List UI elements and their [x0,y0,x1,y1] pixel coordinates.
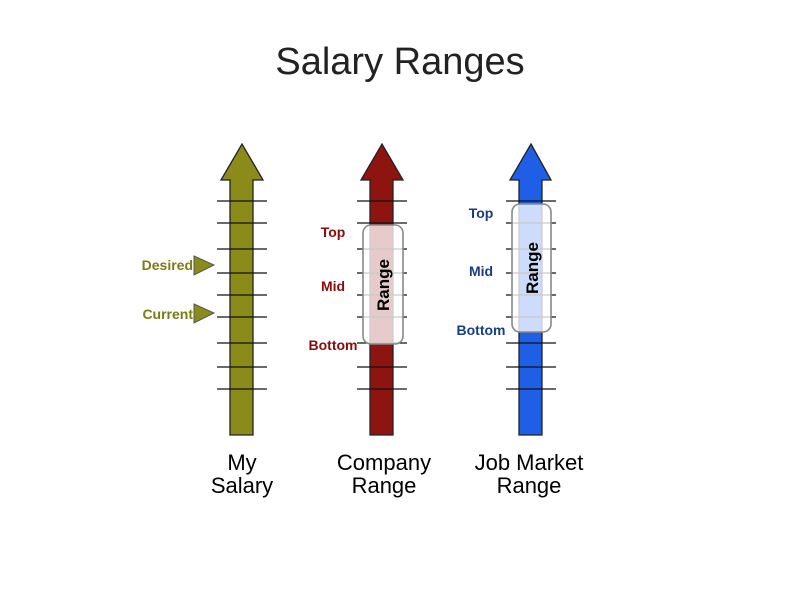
job-mid-label: Mid [469,263,493,279]
my-salary-column: Desired Current My Salary [142,142,273,498]
desired-marker-icon [193,255,216,276]
company-caption-1: Company [337,450,431,475]
desired-label: Desired [142,257,193,273]
company-range-box [362,224,404,345]
job-bottom-label: Bottom [457,322,506,338]
company-mid-label: Mid [321,278,345,294]
company-top-label: Top [321,224,346,240]
job-market-caption-2: Range [497,473,562,498]
job-market-range-box [511,203,552,333]
my-salary-arrow [219,142,265,436]
current-marker-icon [193,303,216,324]
company-range-label: Range [374,259,393,311]
job-top-label: Top [469,205,494,221]
job-market-range-label: Range [523,242,542,294]
job-market-caption-1: Job Market [475,450,584,475]
company-caption-2: Range [352,473,417,498]
page-title: Salary Ranges [275,41,524,83]
company-bottom-label: Bottom [309,337,358,353]
company-range-column: Range Top Mid Bottom Company Range [309,142,431,498]
job-market-column: Range Top Mid Bottom Job Market Range [457,142,584,498]
my-salary-caption-1: My [227,450,256,475]
my-salary-caption-2: Salary [211,473,273,498]
current-label: Current [142,306,193,322]
